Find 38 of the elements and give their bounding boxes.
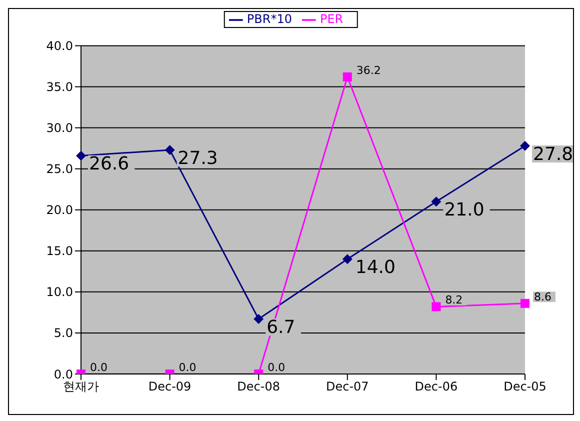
data-label: 26.6 [89,154,130,175]
point [342,254,352,264]
y-tick-label: 0.0 [54,367,73,382]
legend-label: PER [320,12,344,26]
data-label: 27.3 [178,148,218,169]
data-label: 6.7 [266,317,296,338]
data-label: 21.0 [444,200,484,221]
data-label: 8.2 [445,294,463,307]
data-label: 27.8 [533,144,574,165]
data-label: 14.0 [355,257,396,278]
y-tick-label: 30.0 [46,121,73,136]
x-tick-label: Dec-09 [148,380,192,394]
data-label: 36.2 [356,64,381,77]
y-tick-label: 10.0 [46,285,73,300]
point [254,314,264,324]
data-label: 0.0 [90,361,108,374]
x-tick-label: Dec-06 [414,380,458,394]
x-tick-label: Dec-07 [326,380,369,394]
data-label: 0.0 [178,361,196,374]
y-tick-label: 15.0 [46,244,73,258]
point [520,140,530,151]
point [342,72,352,82]
data-label: 8.6 [534,290,552,304]
point [432,302,441,312]
x-tick-label: Dec-05 [504,380,546,394]
y-tick-label: 25.0 [46,162,73,176]
legend-label: PBR*10 [246,12,292,26]
data-label: 0.0 [268,361,286,374]
x-tick-label: Dec-08 [237,380,280,394]
x-tick-label: 현재가 [63,380,99,394]
point [76,150,86,161]
point [164,144,175,155]
y-tick-label: 5.0 [54,326,73,340]
point [520,298,530,308]
y-tick-label: 40.0 [46,38,73,53]
point [431,196,442,207]
y-tick-label: 20.0 [46,203,73,218]
y-tick-label: 35.0 [46,80,73,94]
